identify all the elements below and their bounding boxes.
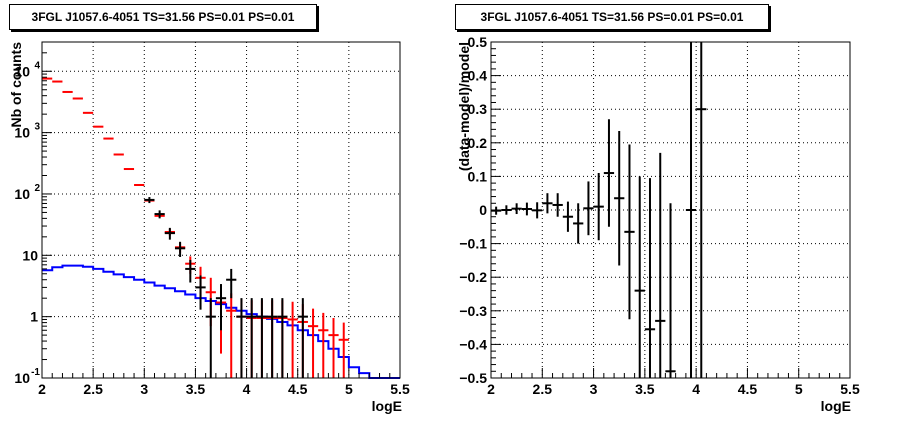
left-y-tick-label: 10 <box>14 63 30 79</box>
residual-point <box>491 206 502 215</box>
residual-point <box>562 201 574 232</box>
right-x-axis-label: logE <box>821 398 851 414</box>
background-histogram-line <box>42 264 400 379</box>
left-x-axis-label: logE <box>372 398 402 414</box>
left-plot-frame <box>41 41 401 379</box>
right-y-tick-label: 0.2 <box>468 135 488 151</box>
left-x-tick-label: 3.5 <box>186 381 206 397</box>
right-x-tick-label: 3 <box>590 381 598 397</box>
data-point <box>215 284 227 331</box>
residual-point <box>573 203 584 244</box>
right-y-tick-label: 0.3 <box>468 101 488 117</box>
model-point <box>338 322 349 378</box>
left-y-tick-label: 10 <box>14 370 30 386</box>
right-x-tick-label: 4.5 <box>738 381 758 397</box>
data-point <box>154 210 165 219</box>
data-point <box>256 298 268 378</box>
right-y-tick-label: 0.5 <box>468 34 488 50</box>
right-y-tick-label: 0.1 <box>468 168 488 184</box>
residual-point <box>511 203 522 215</box>
residual-point <box>593 173 604 241</box>
right-y-tick-label: −0.3 <box>459 303 487 319</box>
right-y-tick-label: 0.4 <box>468 68 488 84</box>
data-point <box>144 197 155 204</box>
left-plot-title: 3FGL J1057.6-4051 TS=31.56 PS=0.01 PS=0.… <box>9 4 317 30</box>
data-point <box>297 298 308 378</box>
data-point <box>226 268 237 299</box>
residual-point <box>665 203 676 378</box>
left-grid <box>42 42 400 378</box>
model-point <box>287 301 298 378</box>
data-point <box>277 298 288 378</box>
right-y-axis-label: (data-model)/model <box>456 42 472 171</box>
residual-point <box>521 202 533 216</box>
right-y-tick-label: −0.5 <box>459 370 487 386</box>
residual-point <box>583 181 594 236</box>
left-y-tick-exponent: -1 <box>31 367 40 378</box>
residual-point <box>685 42 697 378</box>
residual-point <box>532 202 543 219</box>
left-y-tick-label: 1 <box>30 309 38 325</box>
model-point <box>307 308 319 378</box>
data-point <box>174 241 186 257</box>
residual-point <box>655 152 666 378</box>
left-x-tick-label: 5.5 <box>390 381 410 397</box>
right-plot-marks <box>491 42 707 378</box>
left-y-tick-exponent: 3 <box>34 122 40 133</box>
residual-point <box>634 176 645 378</box>
residual-point <box>644 178 656 378</box>
right-x-tick-label: 2.5 <box>533 381 553 397</box>
data-point <box>236 298 247 378</box>
data-point <box>195 275 206 310</box>
residual-point <box>696 42 707 378</box>
left-y-tick-exponent: 2 <box>34 183 40 194</box>
left-plot-marks <box>42 77 400 379</box>
data-point <box>246 298 257 378</box>
right-plot-title: 3FGL J1057.6-4051 TS=31.56 PS=0.01 PS=0.… <box>455 4 769 30</box>
right-x-tick-label: 2 <box>487 381 495 397</box>
right-axes: 2 2.5 3 3.5 4 4.5 5 5.5 −0.5 −0.4 −0.3 −0.2 −0.1 0 0.1… <box>459 34 860 397</box>
right-x-tick-label: 3.5 <box>635 381 655 397</box>
residual-point <box>624 144 635 320</box>
right-y-tick-label: −0.1 <box>459 236 487 252</box>
right-x-tick-label: 4 <box>692 381 700 397</box>
right-y-tick-label: 0 <box>479 202 487 218</box>
left-x-tick-label: 5 <box>345 381 353 397</box>
left-y-tick-exponent: 4 <box>34 60 40 71</box>
left-x-tick-label: 4 <box>243 381 251 397</box>
left-x-tick-label: 2 <box>38 381 46 397</box>
residual-point <box>501 205 512 215</box>
residual-point <box>614 131 625 266</box>
residual-point <box>542 193 553 214</box>
left-y-tick-label: 10 <box>22 247 38 263</box>
left-y-tick-label: 10 <box>14 125 30 141</box>
left-x-tick-label: 2.5 <box>83 381 103 397</box>
model-point <box>328 318 339 378</box>
data-point <box>267 298 278 378</box>
model-point <box>226 293 237 378</box>
residual-point <box>603 119 615 227</box>
left-y-tick-label: 10 <box>14 186 30 202</box>
data-point <box>164 227 175 240</box>
data-point <box>185 259 196 283</box>
residual-point <box>552 193 563 217</box>
right-y-tick-label: −0.2 <box>459 269 487 285</box>
right-x-tick-label: 5.5 <box>840 381 860 397</box>
model-point <box>318 312 329 378</box>
right-x-tick-label: 5 <box>795 381 803 397</box>
right-y-tick-label: −0.4 <box>459 336 487 352</box>
left-y-axis-label: Nb of counts <box>8 42 24 128</box>
data-point <box>205 298 216 378</box>
left-x-tick-label: 4.5 <box>288 381 308 397</box>
left-x-tick-label: 3 <box>140 381 148 397</box>
